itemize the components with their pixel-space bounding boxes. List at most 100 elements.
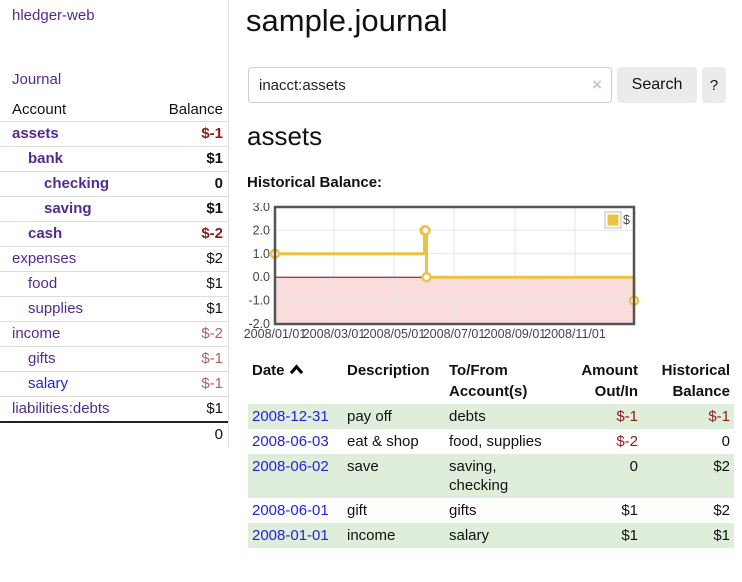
transaction-accounts: food, supplies [449, 433, 542, 450]
chart-grid: 3.0 2.0 1.0 0.0 -1.0 -2.02008/01/012008/03/01… [244, 203, 634, 341]
search-input-wrap: × [248, 67, 612, 103]
account-row: food $1 [0, 271, 228, 297]
svg-text:$: $ [623, 213, 630, 227]
account-balance: $-1 [148, 371, 228, 397]
account-row: saving $1 [0, 196, 228, 222]
account-link-saving[interactable]: saving [44, 200, 92, 217]
account-row: expenses $2 [0, 246, 228, 272]
transaction-date-link[interactable]: 2008-06-02 [252, 458, 329, 475]
app-title-link[interactable]: hledger-web [12, 7, 95, 24]
account-row: liabilities:debts $1 [0, 396, 228, 422]
transaction-accounts: gifts [449, 502, 477, 519]
svg-text:3.0: 3.0 [253, 203, 270, 214]
historical-balance-label: Historical Balance: [247, 174, 383, 191]
svg-text:1.0: 1.0 [253, 247, 270, 261]
transaction-amount: $-2 [616, 433, 638, 450]
svg-text:0.0: 0.0 [253, 270, 270, 284]
account-link-income[interactable]: income [12, 325, 61, 342]
sort-ascending-icon [289, 364, 303, 375]
account-row: checking 0 [0, 171, 228, 197]
account-link-liabilities-debts[interactable]: liabilities:debts [12, 400, 110, 417]
account-row: income $-2 [0, 321, 228, 347]
search-input[interactable] [248, 67, 612, 103]
clear-search-icon[interactable]: × [592, 75, 602, 94]
account-link-bank[interactable]: bank [28, 150, 64, 167]
account-link-supplies[interactable]: supplies [28, 300, 84, 317]
account-balance: $-1 [148, 346, 228, 372]
svg-text:2008/05/01: 2008/05/01 [363, 327, 426, 341]
account-row: gifts $-1 [0, 346, 228, 372]
svg-text:2008/01/01: 2008/01/01 [244, 327, 307, 341]
register-col-date[interactable]: Date [248, 358, 343, 404]
transaction-balance: 0 [721, 433, 730, 450]
account-balance: $1 [148, 196, 228, 222]
account-balance: $-1 [148, 121, 228, 147]
account-balance: $1 [148, 146, 228, 172]
svg-text:2008/11/01: 2008/11/01 [544, 327, 606, 341]
accounts-col-balance: Balance [168, 101, 223, 118]
sidebar-item-journal[interactable]: Journal [12, 71, 62, 88]
search-form: × Search ? [248, 67, 726, 103]
transaction-balance: $-1 [708, 408, 730, 425]
transaction-date-link[interactable]: 2008-06-03 [252, 433, 329, 450]
account-row: bank $1 [0, 146, 228, 172]
account-link-checking[interactable]: checking [44, 175, 110, 192]
transaction-date-link[interactable]: 2008-06-01 [252, 502, 329, 519]
transaction-description: save [347, 458, 379, 475]
transaction-accounts: salary [449, 527, 490, 544]
transaction-amount: $1 [621, 527, 638, 544]
account-balance: $1 [148, 396, 228, 422]
transaction-description: pay off [347, 408, 392, 425]
page-title: sample.journal [246, 3, 448, 38]
account-link-cash[interactable]: cash [28, 225, 63, 242]
register-table: Date Description To/From Account(s) Amou… [248, 358, 734, 548]
transaction-balance: $2 [713, 502, 730, 519]
transaction-date-link[interactable]: 2008-12-31 [252, 408, 329, 425]
account-balance: $-2 [148, 321, 228, 347]
account-balance: $-2 [148, 221, 228, 247]
register-row: 2008-06-01 gift gifts $1 $2 [248, 498, 734, 523]
register-row: 2008-01-01 income salary $1 $1 [248, 523, 734, 548]
account-balance: $1 [148, 296, 228, 322]
transaction-amount: $-1 [616, 408, 638, 425]
account-heading: assets [247, 121, 323, 151]
transaction-description: eat & shop [347, 433, 419, 450]
account-row: cash $-2 [0, 221, 228, 247]
register-col-description: Description [347, 362, 430, 379]
account-link-salary[interactable]: salary [28, 375, 69, 392]
transaction-amount: 0 [629, 458, 638, 475]
svg-text:2008/09/01: 2008/09/01 [484, 327, 547, 341]
transaction-balance: $2 [713, 458, 730, 475]
account-link-gifts[interactable]: gifts [28, 350, 56, 367]
transaction-accounts: debts [449, 408, 486, 425]
svg-text:2.0: 2.0 [253, 223, 270, 237]
accounts-total-value: 0 [148, 421, 228, 447]
account-link-food[interactable]: food [28, 275, 58, 292]
register-col-amount: Amount Out/In [581, 362, 638, 400]
svg-text:2008/03/01: 2008/03/01 [303, 327, 366, 341]
register-header-row: Date Description To/From Account(s) Amou… [248, 358, 734, 404]
account-link-expenses[interactable]: expenses [12, 250, 77, 267]
accounts-total-row: 0 [0, 421, 228, 447]
account-row: salary $-1 [0, 371, 228, 397]
account-link-assets[interactable]: assets [12, 125, 59, 142]
search-button[interactable]: Search [617, 67, 697, 103]
svg-text:2008/07/01: 2008/07/01 [423, 327, 486, 341]
register-row: 2008-12-31 pay off debts $-1 $-1 [248, 404, 734, 429]
svg-text:-2.0: -2.0 [248, 317, 270, 331]
svg-text:-1.0: -1.0 [248, 294, 270, 308]
register-row: 2008-06-03 eat & shop food, supplies $-2 0 [248, 429, 734, 454]
account-balance: 0 [148, 171, 228, 197]
transaction-description: income [347, 527, 396, 544]
account-row: supplies $1 [0, 296, 228, 322]
account-balance: $1 [148, 271, 228, 297]
transaction-balance: $1 [713, 527, 730, 544]
help-button[interactable]: ? [702, 67, 726, 103]
account-balance: $2 [148, 246, 228, 272]
register-col-balance: Historical Balance [661, 362, 730, 400]
balance-chart: 3.0 2.0 1.0 0.0 -1.0 -2.02008/01/012008/03/01… [244, 203, 640, 341]
accounts-table: Account Balance assets $-1 bank $1 checking 0… [0, 98, 228, 447]
transaction-date-link[interactable]: 2008-01-01 [252, 527, 329, 544]
transaction-amount: $1 [621, 502, 638, 519]
account-row: assets $-1 [0, 121, 228, 147]
